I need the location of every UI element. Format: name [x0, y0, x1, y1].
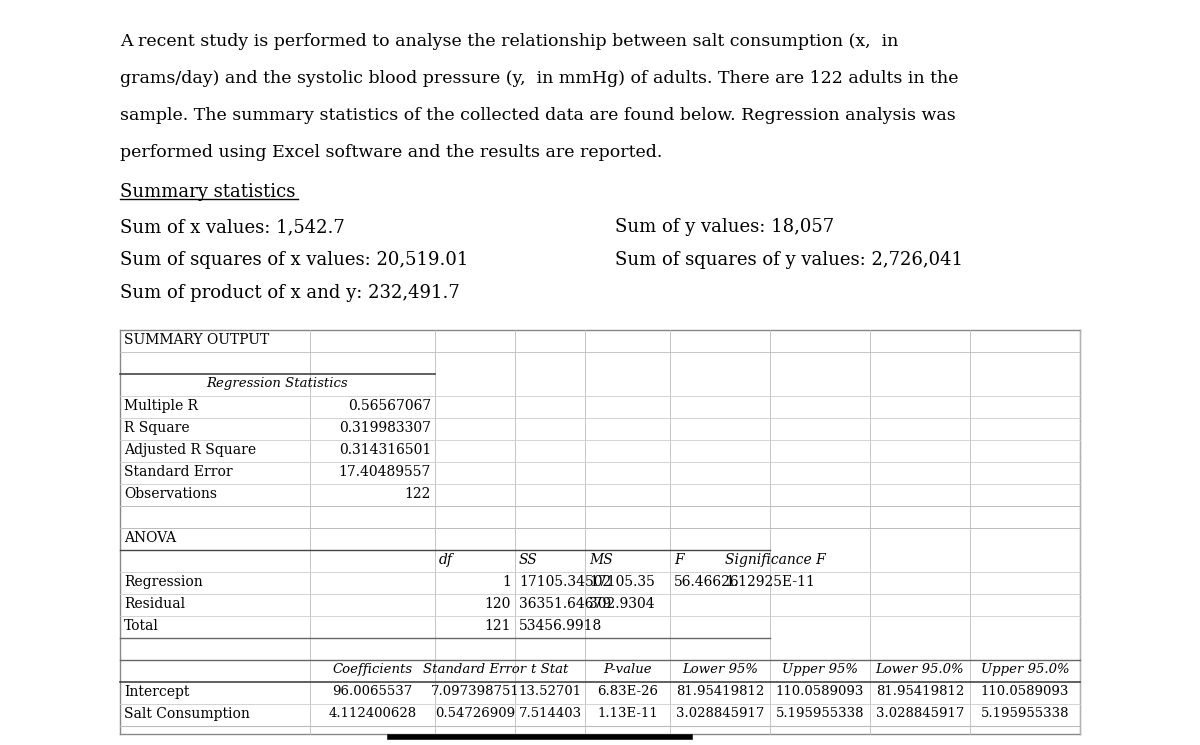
- Text: Upper 95%: Upper 95%: [782, 663, 858, 676]
- Text: 53456.9918: 53456.9918: [520, 619, 602, 633]
- Text: 56.46626: 56.46626: [674, 575, 739, 589]
- Text: 120: 120: [485, 597, 511, 611]
- Text: 36351.64679: 36351.64679: [520, 597, 611, 611]
- Text: Observations: Observations: [124, 487, 217, 501]
- Text: df: df: [439, 553, 454, 567]
- Text: Intercept: Intercept: [124, 685, 190, 699]
- Text: 0.319983307: 0.319983307: [340, 421, 431, 435]
- Text: Multiple R: Multiple R: [124, 399, 198, 413]
- Text: Summary statistics: Summary statistics: [120, 183, 295, 201]
- Text: 5.195955338: 5.195955338: [775, 707, 864, 720]
- Text: Regression: Regression: [124, 575, 203, 589]
- Text: 1.12925E-11: 1.12925E-11: [725, 575, 815, 589]
- Text: 121: 121: [485, 619, 511, 633]
- Text: Sum of x values: 1,542.7: Sum of x values: 1,542.7: [120, 218, 344, 236]
- Text: Standard Error: Standard Error: [424, 663, 527, 676]
- Text: 17105.35: 17105.35: [589, 575, 655, 589]
- Text: MS: MS: [589, 553, 613, 567]
- Text: 3.028845917: 3.028845917: [676, 707, 764, 720]
- Text: 17105.34502: 17105.34502: [520, 575, 611, 589]
- Text: ANOVA: ANOVA: [124, 531, 176, 545]
- Text: 81.95419812: 81.95419812: [676, 685, 764, 698]
- Text: 96.0065537: 96.0065537: [332, 685, 413, 698]
- Text: 7.097398751: 7.097398751: [431, 685, 520, 698]
- Text: Salt Consumption: Salt Consumption: [124, 707, 250, 721]
- Text: Regression Statistics: Regression Statistics: [206, 377, 348, 390]
- Text: 4.112400628: 4.112400628: [329, 707, 416, 720]
- Text: 7.514403: 7.514403: [518, 707, 582, 720]
- Text: Adjusted R Square: Adjusted R Square: [124, 443, 256, 457]
- Text: 1.13E-11: 1.13E-11: [598, 707, 658, 720]
- Text: Lower 95%: Lower 95%: [682, 663, 758, 676]
- Text: 1: 1: [502, 575, 511, 589]
- Text: sample. The summary statistics of the collected data are found below. Regression: sample. The summary statistics of the co…: [120, 107, 955, 124]
- Text: 302.9304: 302.9304: [589, 597, 655, 611]
- Text: SS: SS: [520, 553, 538, 567]
- Text: performed using Excel software and the results are reported.: performed using Excel software and the r…: [120, 144, 662, 161]
- Text: 122: 122: [404, 487, 431, 501]
- Text: Lower 95.0%: Lower 95.0%: [876, 663, 965, 676]
- Text: Coefficients: Coefficients: [332, 663, 413, 676]
- Text: Sum of product of x and y: 232,491.7: Sum of product of x and y: 232,491.7: [120, 284, 460, 302]
- Text: Sum of y values: 18,057: Sum of y values: 18,057: [616, 218, 834, 236]
- Text: P-value: P-value: [604, 663, 652, 676]
- Text: 17.40489557: 17.40489557: [338, 465, 431, 479]
- Text: Residual: Residual: [124, 597, 185, 611]
- Text: 0.54726909: 0.54726909: [434, 707, 515, 720]
- Text: Sum of squares of y values: 2,726,041: Sum of squares of y values: 2,726,041: [616, 251, 964, 269]
- Text: 0.56567067: 0.56567067: [348, 399, 431, 413]
- Text: F: F: [674, 553, 684, 567]
- Text: 5.195955338: 5.195955338: [980, 707, 1069, 720]
- Text: A recent study is performed to analyse the relationship between salt consumption: A recent study is performed to analyse t…: [120, 33, 899, 50]
- Text: t Stat: t Stat: [532, 663, 569, 676]
- Text: Significance F: Significance F: [725, 553, 826, 567]
- Text: 81.95419812: 81.95419812: [876, 685, 964, 698]
- Text: 110.0589093: 110.0589093: [776, 685, 864, 698]
- Text: Sum of squares of x values: 20,519.01: Sum of squares of x values: 20,519.01: [120, 251, 468, 269]
- Text: Total: Total: [124, 619, 158, 633]
- Text: 110.0589093: 110.0589093: [980, 685, 1069, 698]
- Text: 6.83E-26: 6.83E-26: [598, 685, 658, 698]
- Text: 3.028845917: 3.028845917: [876, 707, 964, 720]
- Text: R Square: R Square: [124, 421, 190, 435]
- Text: 0.314316501: 0.314316501: [338, 443, 431, 457]
- Text: SUMMARY OUTPUT: SUMMARY OUTPUT: [124, 333, 269, 347]
- Text: Standard Error: Standard Error: [124, 465, 233, 479]
- Text: Upper 95.0%: Upper 95.0%: [980, 663, 1069, 676]
- Text: 13.52701: 13.52701: [518, 685, 582, 698]
- Text: grams/day) and the systolic blood pressure (y,  in mmHg) of adults. There are 12: grams/day) and the systolic blood pressu…: [120, 70, 959, 87]
